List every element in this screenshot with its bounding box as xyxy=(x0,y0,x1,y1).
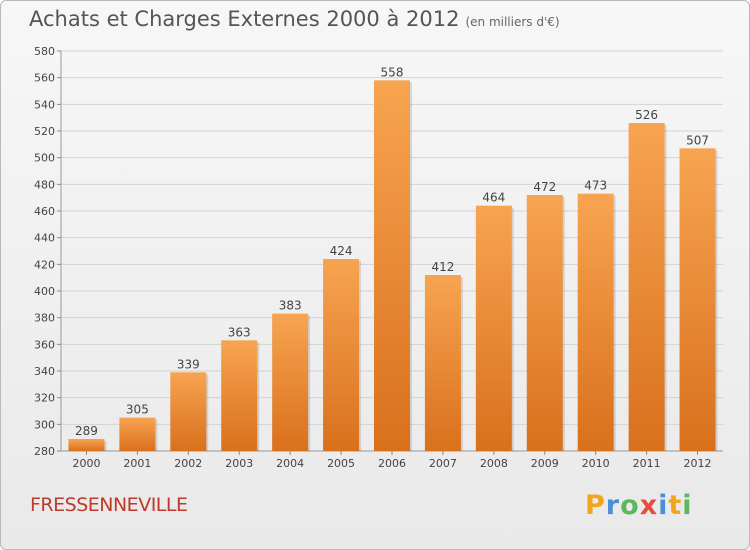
logo-letter: t xyxy=(668,490,683,521)
x-tick-label: 2000 xyxy=(72,457,100,470)
y-tick-label: 320 xyxy=(34,392,55,405)
y-tick-label: 540 xyxy=(34,98,55,111)
logo-letter: i xyxy=(682,490,693,521)
bar xyxy=(221,340,258,451)
x-tick-label: 2010 xyxy=(582,457,610,470)
bar-value-label: 412 xyxy=(431,260,454,274)
bar-value-label: 363 xyxy=(228,325,251,339)
bar-value-label: 472 xyxy=(533,180,556,194)
y-tick-label: 580 xyxy=(34,45,55,58)
y-tick-label: 520 xyxy=(34,125,55,138)
bar xyxy=(323,259,360,451)
logo-letter: r xyxy=(605,490,621,521)
y-tick-label: 500 xyxy=(34,152,55,165)
bar-value-label: 305 xyxy=(126,403,149,417)
bar xyxy=(374,80,410,451)
bar-value-label: 464 xyxy=(482,191,505,205)
x-tick-label: 2009 xyxy=(531,457,559,470)
x-tick-label: 2011 xyxy=(633,457,661,470)
bar xyxy=(679,148,716,452)
bar xyxy=(526,195,563,451)
y-tick-label: 380 xyxy=(34,312,55,325)
chart-subtitle: (en milliers d'€) xyxy=(465,15,560,29)
bar-value-label: 526 xyxy=(635,108,658,122)
logo-letter: x xyxy=(639,490,659,521)
x-tick-label: 2012 xyxy=(684,457,712,470)
logo-letter: P xyxy=(585,490,606,521)
x-tick-label: 2004 xyxy=(276,457,304,470)
bar-value-label: 507 xyxy=(686,133,709,147)
bar xyxy=(628,123,665,451)
x-axis-ticks: 2000 2001 2002 2003 2004 2005 2006 2007 2008 2009… xyxy=(72,451,712,470)
y-tick-label: 340 xyxy=(34,365,55,378)
bar xyxy=(424,275,461,451)
bar xyxy=(170,372,207,451)
bars xyxy=(68,80,718,452)
y-tick-label: 460 xyxy=(34,205,55,218)
location-name: FRESSENNEVILLE xyxy=(30,494,188,516)
y-tick-label: 280 xyxy=(34,445,55,458)
x-tick-label: 2005 xyxy=(327,457,355,470)
proxiti-logo: Proxiti xyxy=(585,490,693,521)
logo-letter: i xyxy=(658,490,669,521)
bar xyxy=(119,417,156,451)
bar xyxy=(475,205,512,451)
logo-letter: o xyxy=(620,490,640,521)
y-tick-label: 560 xyxy=(34,72,55,85)
y-tick-label: 400 xyxy=(34,285,55,298)
y-tick-label: 480 xyxy=(34,178,55,191)
chart-title: Achats et Charges Externes 2000 à 2012 (e… xyxy=(29,7,560,31)
bar-value-label: 558 xyxy=(381,65,404,79)
y-tick-label: 360 xyxy=(34,338,55,351)
bar-value-label: 473 xyxy=(584,179,607,193)
bar xyxy=(577,193,614,451)
bar-value-label: 424 xyxy=(330,244,353,258)
x-tick-label: 2006 xyxy=(378,457,406,470)
chart-title-text: Achats et Charges Externes 2000 à 2012 xyxy=(29,7,460,31)
x-tick-label: 2002 xyxy=(174,457,202,470)
y-tick-label: 420 xyxy=(34,258,55,271)
y-tick-label: 300 xyxy=(34,418,55,431)
bar-value-label: 339 xyxy=(177,357,200,371)
y-tick-label: 440 xyxy=(34,232,55,245)
bar xyxy=(68,439,105,451)
x-tick-label: 2003 xyxy=(225,457,253,470)
bar-value-label: 289 xyxy=(75,424,98,438)
bar xyxy=(272,313,309,451)
x-tick-label: 2001 xyxy=(123,457,151,470)
value-labels: 289 305 339 363 383 424 558 412 464 472 473 526 507 xyxy=(75,65,709,438)
x-tick-label: 2007 xyxy=(429,457,457,470)
bar-value-label: 383 xyxy=(279,299,302,313)
x-tick-label: 2008 xyxy=(480,457,508,470)
